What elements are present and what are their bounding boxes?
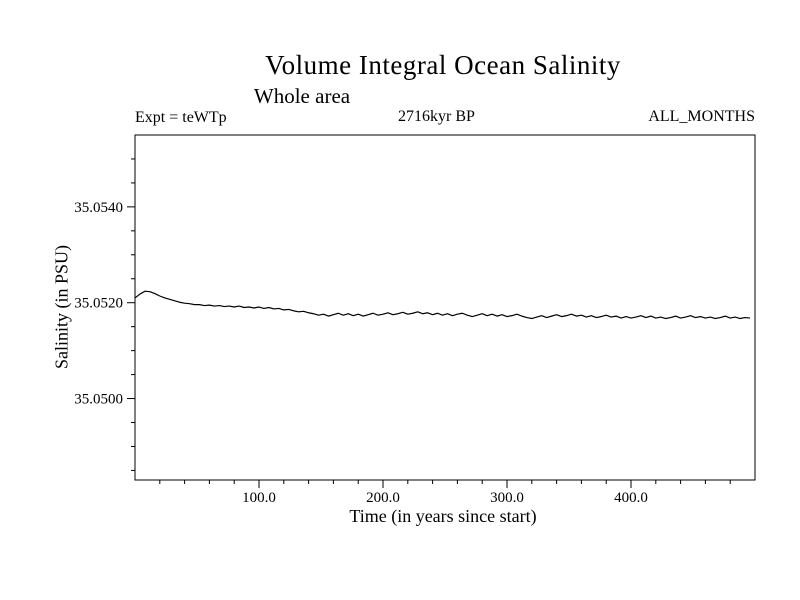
chart-title: Volume Integral Ocean Salinity xyxy=(265,50,621,80)
x-tick-label: 200.0 xyxy=(366,490,400,506)
experiment-label: Expt = teWTp xyxy=(135,109,227,126)
months-label: ALL_MONTHS xyxy=(648,108,755,125)
y-axis-label: Salinity (in PSU) xyxy=(51,244,72,370)
time-period-label: 2716kyr BP xyxy=(398,108,475,125)
plot-box xyxy=(134,134,756,481)
y-tick-label: 35.0540 xyxy=(74,200,123,216)
y-tick-label: 35.0500 xyxy=(74,392,123,408)
x-axis-label: Time (in years since start) xyxy=(349,506,537,526)
x-tick-label: 100.0 xyxy=(242,490,276,506)
chart-subtitle: Whole area xyxy=(253,84,351,108)
x-tick-label: 300.0 xyxy=(490,490,524,506)
salinity-line xyxy=(134,290,751,320)
y-tick-label: 35.0520 xyxy=(74,296,123,312)
x-tick-label: 400.0 xyxy=(614,490,648,506)
